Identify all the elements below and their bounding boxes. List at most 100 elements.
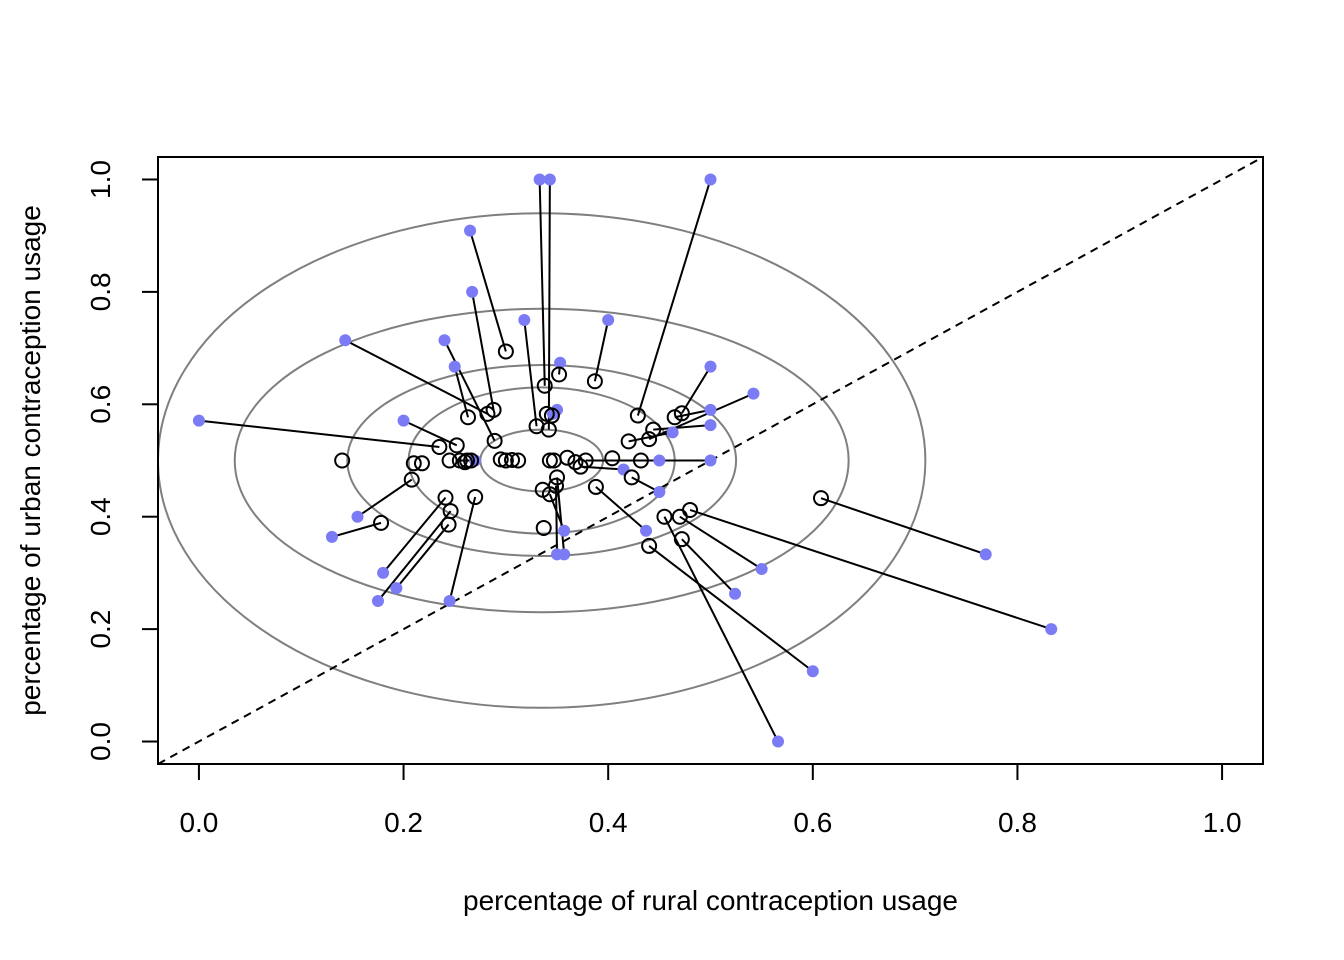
observed-point <box>704 173 717 186</box>
shrinkage-link <box>636 179 712 416</box>
shrunk-point <box>620 433 637 450</box>
shrunk-point <box>543 407 560 424</box>
observed-point <box>640 524 653 537</box>
observed-point <box>543 173 556 186</box>
shrunk-point <box>497 452 514 469</box>
y-axis-label: percentage of urban contraception usage <box>15 205 46 716</box>
observed-point <box>602 313 615 326</box>
shrinkage-link <box>471 291 495 411</box>
shrunk-point <box>587 478 604 495</box>
y-axis: 0.0 0.2 0.4 0.6 0.8 1.0 <box>85 160 159 761</box>
shrunk-point <box>623 469 640 486</box>
observed-point <box>438 334 451 347</box>
shrunk-point <box>486 432 503 449</box>
shrinkage-link <box>679 515 763 570</box>
shrunk-point <box>541 452 558 469</box>
observed-point <box>351 510 364 523</box>
observed-points <box>192 173 1058 748</box>
observed-point <box>325 530 338 543</box>
shrinkage-link <box>648 545 814 673</box>
observed-point <box>192 414 205 427</box>
observed-point <box>371 595 384 608</box>
shrunk-point <box>405 455 422 472</box>
observed-point <box>653 454 666 467</box>
observed-point <box>448 360 461 373</box>
observed-point <box>464 224 477 237</box>
shrinkage-link <box>538 179 546 386</box>
shrinkage-links <box>198 179 1052 742</box>
observed-point <box>554 356 567 369</box>
observed-point <box>518 313 531 326</box>
shrunk-point <box>456 454 473 471</box>
observed-point <box>747 387 760 400</box>
observed-point <box>666 426 679 439</box>
contour-ellipse <box>346 363 738 558</box>
observed-point <box>979 548 992 561</box>
shrinkage-link <box>403 419 458 447</box>
shrunk-point <box>448 437 465 454</box>
shrinkage-link <box>680 366 712 414</box>
x-axis: 0.0 0.2 0.4 0.6 0.8 1.0 <box>179 763 1242 838</box>
shrinkage-link <box>663 516 779 742</box>
observed-point <box>729 587 742 600</box>
shrunk-point <box>510 452 527 469</box>
observed-point <box>704 403 717 416</box>
shrinkage-link <box>382 496 447 574</box>
observed-point <box>704 419 717 432</box>
shrinkage-link <box>689 509 1052 631</box>
shrinkage-link <box>820 497 987 556</box>
shrinkage-link <box>377 510 452 602</box>
shrinkage-link <box>681 538 736 595</box>
shrunk-point <box>586 373 603 390</box>
shrinkage-link <box>356 478 413 518</box>
observed-point <box>617 463 630 476</box>
shrinkage-link <box>448 496 477 602</box>
shrinkage-link <box>653 424 711 431</box>
shrunk-point <box>334 452 351 469</box>
shrinkage-link <box>593 319 610 382</box>
observed-point <box>704 360 717 373</box>
shrunk-point <box>656 508 673 525</box>
observed-point <box>755 562 768 575</box>
shrinkage-link <box>198 419 440 449</box>
shrunk-point <box>504 451 521 468</box>
shrinkage-link <box>523 319 538 427</box>
shrunk-point <box>413 455 430 472</box>
shrunk-point <box>541 486 558 503</box>
shrinkage-link <box>395 523 450 589</box>
x-tick-label: 0.6 <box>793 807 832 838</box>
shrinkage-link <box>556 477 566 555</box>
observed-point <box>704 454 717 467</box>
x-tick-label: 0.8 <box>998 807 1037 838</box>
observed-point <box>443 595 456 608</box>
shrunk-point <box>551 366 568 383</box>
observed-point <box>397 414 410 427</box>
shrunk-point <box>682 501 699 518</box>
shrunk-point <box>373 514 390 531</box>
x-tick-label: 1.0 <box>1203 807 1242 838</box>
shrunk-point <box>629 407 646 424</box>
shrunk-point <box>403 471 420 488</box>
y-tick-label: 0.4 <box>85 497 116 536</box>
observed-point <box>806 665 819 678</box>
shrunk-point <box>641 537 658 554</box>
shrunk-point <box>497 343 514 360</box>
observed-point <box>1045 623 1058 636</box>
observed-point <box>558 548 571 561</box>
observed-point <box>377 566 390 579</box>
shrunk-point <box>645 421 662 438</box>
y-tick-label: 0.8 <box>85 272 116 311</box>
observed-point <box>653 485 666 498</box>
shrunk-point <box>536 377 553 394</box>
shrinkage-link <box>469 230 507 352</box>
shrunk-point <box>441 452 458 469</box>
y-tick-label: 0.6 <box>85 385 116 424</box>
observed-point <box>466 285 479 298</box>
y-tick-label: 0.2 <box>85 610 116 649</box>
shrunk-point <box>549 469 566 486</box>
shrunk-point <box>666 409 683 426</box>
shrunk-point <box>467 489 484 506</box>
y-tick-label: 0.0 <box>85 722 116 761</box>
shrinkage-link <box>443 339 496 442</box>
